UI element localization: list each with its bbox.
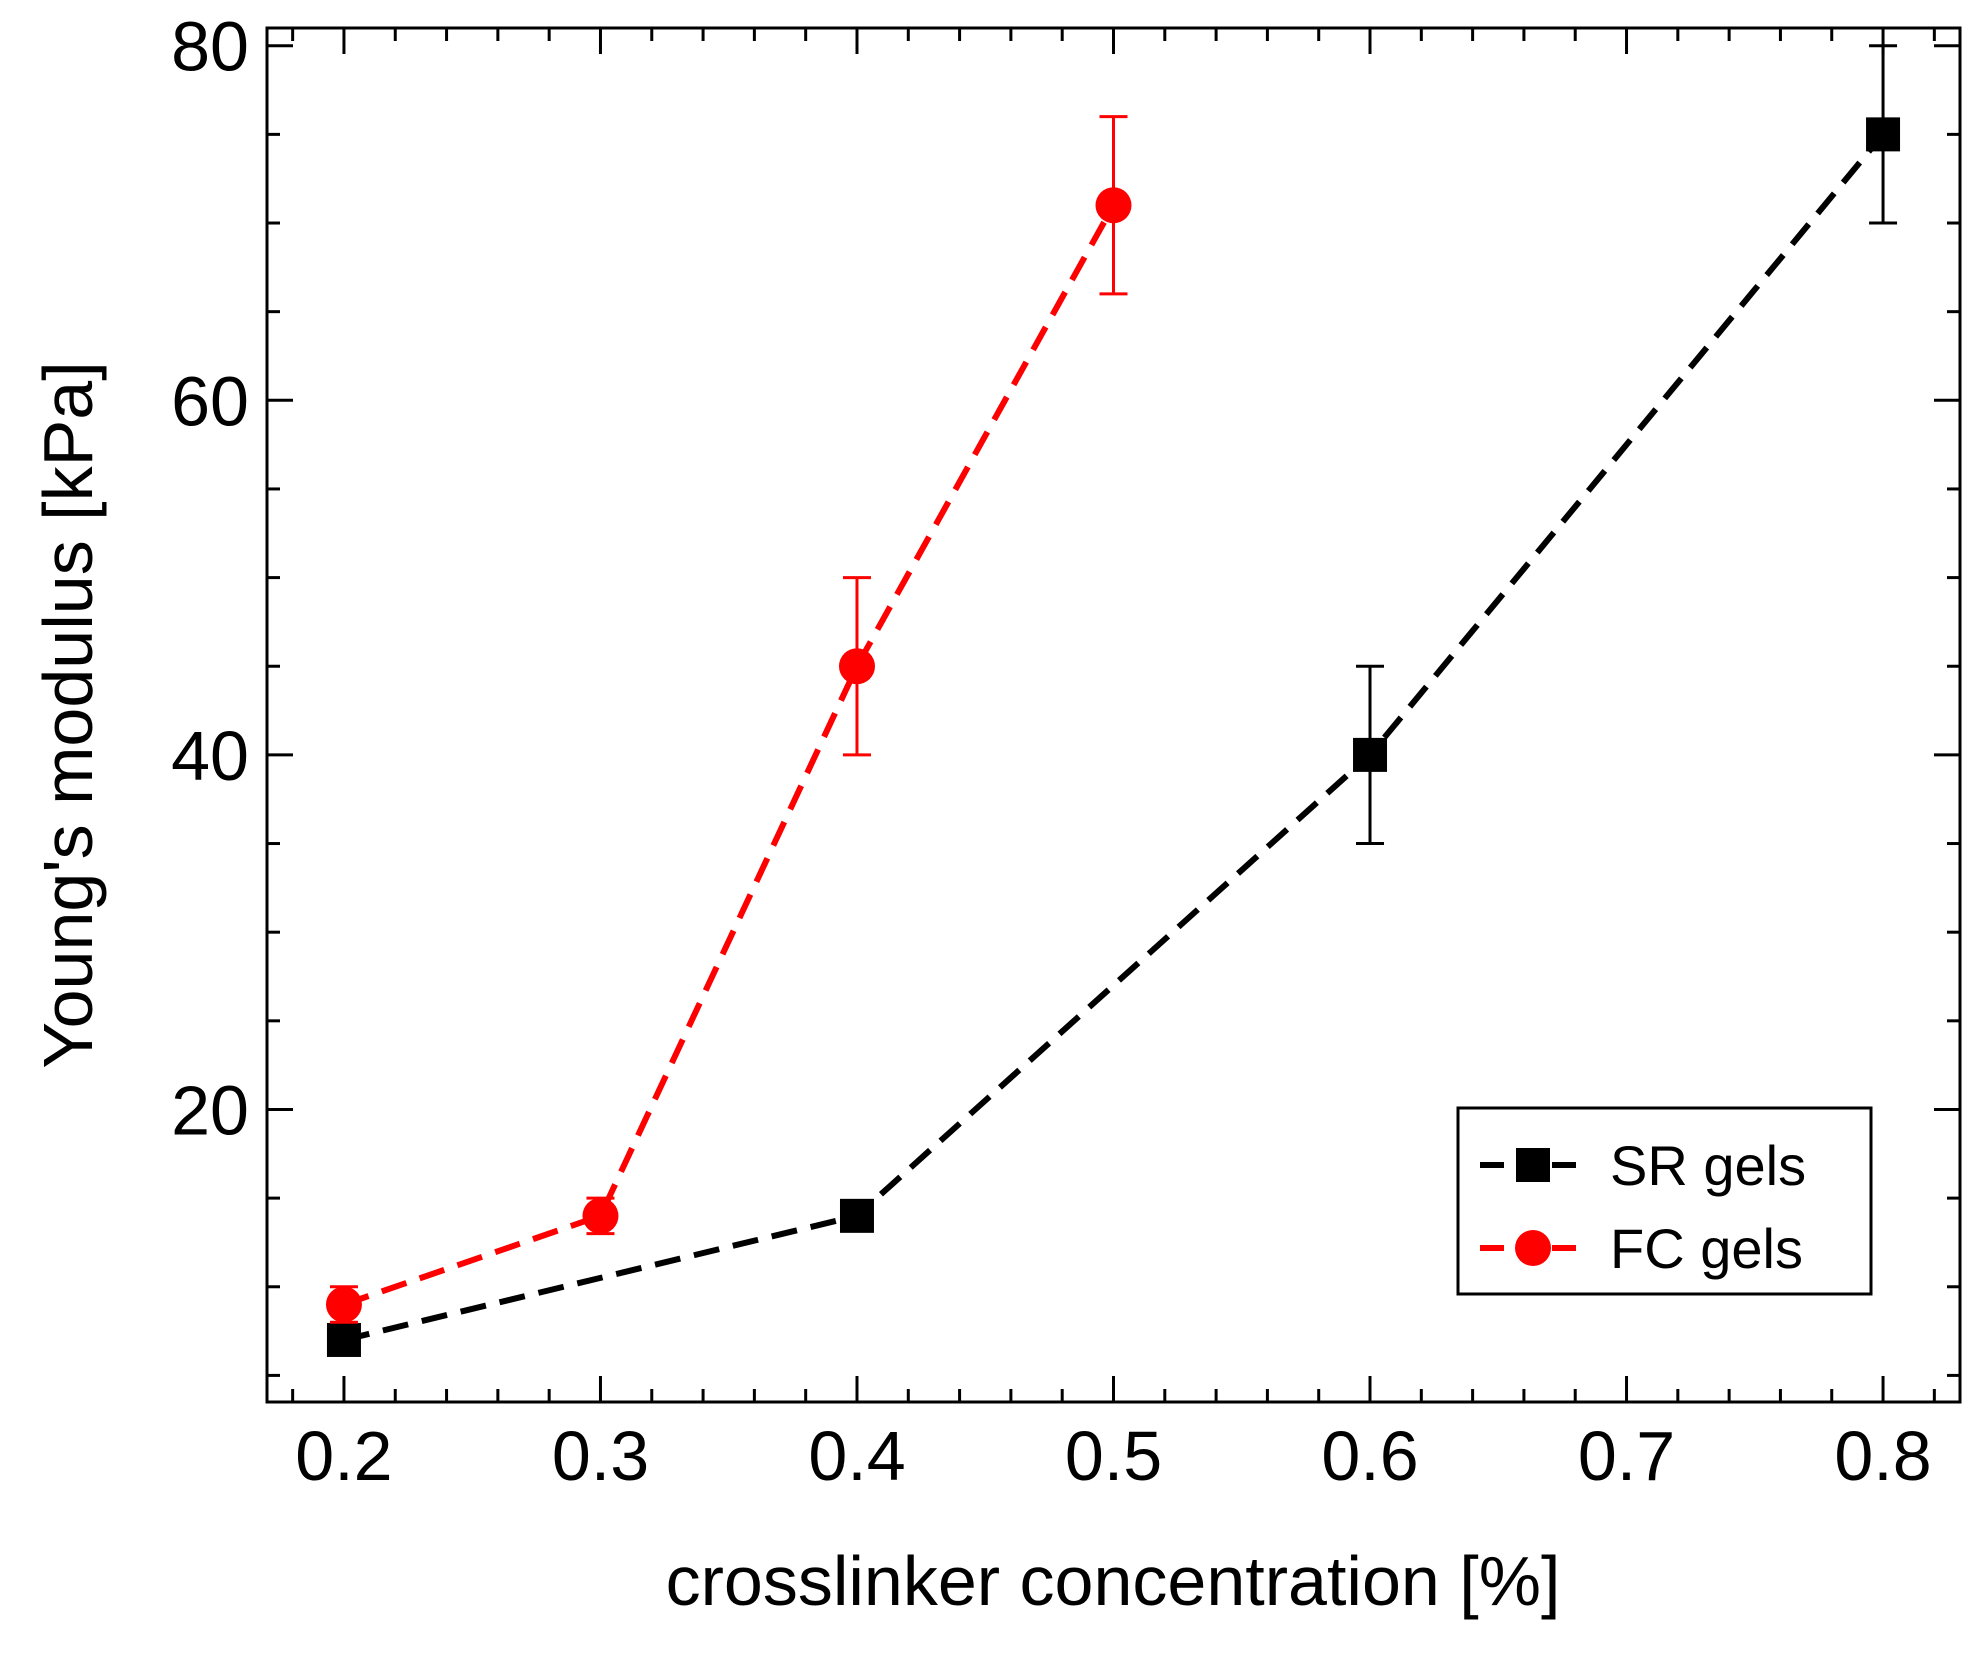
series-line-fc-gels — [343, 203, 1117, 1308]
data-point-sr-gels — [1866, 117, 1901, 152]
x-tick-label: 0.4 — [808, 1417, 905, 1495]
x-tick-label: 0.6 — [1321, 1417, 1418, 1495]
x-axis-title: crosslinker concentration [%] — [666, 1542, 1561, 1620]
legend-label-fc-gels: FC gels — [1610, 1217, 1803, 1280]
y-axis-title: Young's modulus [kPa] — [29, 361, 107, 1068]
data-point-sr-gels — [839, 1198, 874, 1233]
data-point-sr-gels — [326, 1322, 361, 1357]
data-point-fc-gels — [582, 1197, 619, 1234]
data-point-fc-gels — [325, 1286, 362, 1323]
x-tick-label: 0.7 — [1578, 1417, 1675, 1495]
y-tick-label: 20 — [171, 1071, 249, 1149]
x-tick-label: 0.3 — [552, 1417, 649, 1495]
y-tick-label: 60 — [171, 362, 249, 440]
y-tick-label: 80 — [171, 8, 249, 86]
x-tick-label: 0.2 — [295, 1417, 392, 1495]
legend-label-sr-gels: SR gels — [1610, 1134, 1806, 1197]
legend: SR gels FC gels — [1456, 1106, 1873, 1296]
data-point-fc-gels — [838, 648, 875, 685]
axis-ticks: 0.2 0.3 0.4 0.5 0.6 0.7 0.8 20 40 60 80 — [171, 8, 1960, 1495]
legend-marker-sr-gels — [1516, 1148, 1550, 1182]
x-tick-label: 0.5 — [1065, 1417, 1162, 1495]
y-tick-label: 40 — [171, 717, 249, 795]
data-point-sr-gels — [1353, 737, 1388, 772]
legend-marker-fc-gels — [1515, 1230, 1551, 1266]
plot-series — [325, 44, 1901, 1357]
x-tick-label: 0.8 — [1834, 1417, 1931, 1495]
data-point-fc-gels — [1095, 187, 1132, 224]
series-line-sr-gels — [343, 132, 1886, 1343]
